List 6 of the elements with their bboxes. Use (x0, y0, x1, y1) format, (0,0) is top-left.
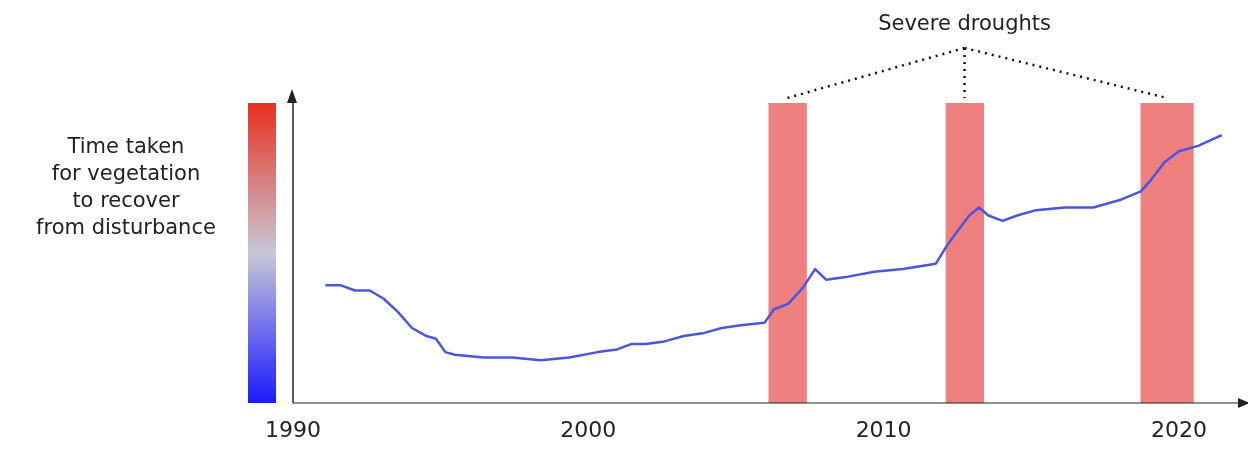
x-tick-label: 1990 (265, 416, 321, 442)
x-tick-label: 2010 (855, 416, 912, 442)
text: Severe droughts (878, 11, 1051, 35)
x-tick-label: 2000 (560, 416, 617, 442)
y-axis-title: Time taken for vegetation to recover from disturbance (36, 134, 216, 239)
x-tick-label: 2020 (1150, 416, 1207, 442)
